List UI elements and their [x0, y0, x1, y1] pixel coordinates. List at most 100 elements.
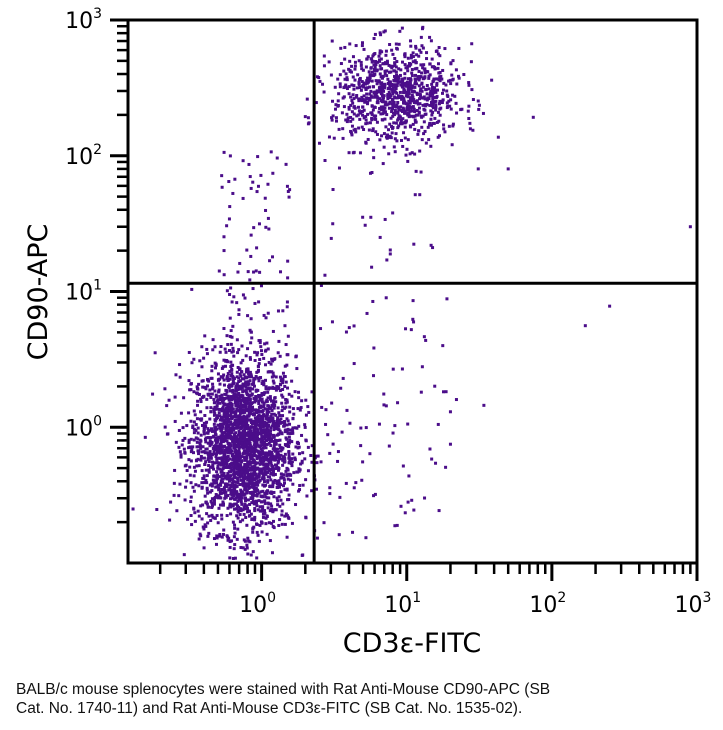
event-dot: [365, 311, 369, 315]
event-dot: [417, 54, 421, 58]
event-dot: [267, 435, 271, 439]
event-dot: [281, 405, 285, 409]
event-dot: [208, 440, 212, 444]
event-dot: [206, 534, 210, 538]
event-dot: [223, 347, 227, 351]
event-dot: [255, 494, 259, 498]
event-dot: [380, 134, 384, 138]
event-dot: [391, 104, 395, 108]
event-dot: [416, 113, 420, 117]
event-dot: [205, 481, 209, 485]
event-dot: [374, 130, 378, 134]
event-dot: [389, 116, 393, 120]
event-dot: [204, 500, 208, 504]
event-dot: [271, 433, 275, 437]
event-dot: [249, 450, 253, 454]
event-dot: [420, 125, 424, 129]
event-dot: [385, 113, 389, 117]
event-dot: [225, 416, 229, 420]
event-dot: [253, 507, 257, 511]
event-dot: [233, 450, 237, 454]
event-dot: [243, 465, 247, 469]
event-dot: [198, 441, 202, 445]
event-dot: [206, 427, 210, 431]
event-dot: [360, 125, 364, 129]
event-dot: [405, 107, 409, 111]
event-dot: [241, 394, 245, 398]
event-dot: [213, 412, 217, 416]
event-dot: [431, 110, 435, 114]
event-dot: [220, 450, 224, 454]
event-dot: [400, 122, 404, 126]
event-dot: [414, 120, 418, 124]
event-dot: [256, 488, 260, 492]
event-dot: [211, 446, 215, 450]
event-dot: [381, 94, 385, 98]
event-dot: [237, 498, 241, 502]
event-dot: [228, 334, 232, 338]
event-dot: [260, 508, 264, 512]
event-dot: [239, 478, 243, 482]
event-dot: [246, 369, 250, 373]
event-dot: [204, 387, 208, 391]
event-dot: [221, 408, 225, 412]
event-dot: [315, 75, 319, 79]
event-dot: [236, 527, 240, 531]
event-dot: [210, 484, 214, 488]
x-axis-tick-labels: 100 101 102 103: [239, 590, 711, 618]
event-dot: [406, 159, 410, 163]
event-dot: [245, 470, 249, 474]
event-dot: [232, 547, 236, 551]
event-dot: [271, 329, 275, 333]
event-dot: [476, 99, 480, 103]
event-dot: [410, 68, 414, 72]
event-dot: [246, 270, 250, 274]
event-dot: [261, 495, 265, 499]
event-dot: [265, 454, 269, 458]
event-dot: [208, 417, 212, 421]
event-dot: [232, 480, 236, 484]
event-dot: [233, 523, 237, 527]
event-dot: [369, 66, 373, 70]
event-dot: [237, 505, 241, 509]
event-dot: [266, 390, 270, 394]
event-dot: [265, 399, 269, 403]
event-dot: [212, 410, 216, 414]
event-dot: [241, 546, 245, 550]
event-dot: [239, 387, 243, 391]
event-dot: [411, 122, 415, 126]
event-dot: [376, 96, 380, 100]
event-dot: [237, 439, 241, 443]
event-dot: [238, 453, 242, 457]
event-dot: [321, 82, 325, 86]
event-dot: [269, 461, 273, 465]
event-dot: [212, 502, 216, 506]
event-dot: [260, 382, 264, 386]
event-dot: [299, 406, 303, 410]
event-dot: [253, 437, 257, 441]
event-dot: [192, 438, 196, 442]
event-dot: [375, 120, 379, 124]
event-dot: [172, 481, 176, 485]
event-dot: [258, 339, 262, 343]
event-dot: [410, 498, 414, 502]
event-dot: [194, 428, 198, 432]
event-dot: [297, 424, 301, 428]
event-dot: [237, 494, 241, 498]
event-dot: [351, 93, 355, 97]
event-dot: [261, 443, 265, 447]
event-dot: [335, 119, 339, 123]
event-dot: [303, 115, 307, 119]
event-dot: [347, 67, 351, 71]
event-dot: [277, 523, 281, 527]
event-dot: [271, 171, 275, 175]
event-dot: [244, 496, 248, 500]
event-dot: [272, 490, 276, 494]
event-dot: [172, 493, 176, 497]
event-dot: [304, 516, 308, 520]
event-dot: [362, 94, 366, 98]
event-dot: [185, 479, 189, 483]
event-dot: [356, 105, 360, 109]
event-dot: [416, 102, 420, 106]
event-dot: [180, 443, 184, 447]
